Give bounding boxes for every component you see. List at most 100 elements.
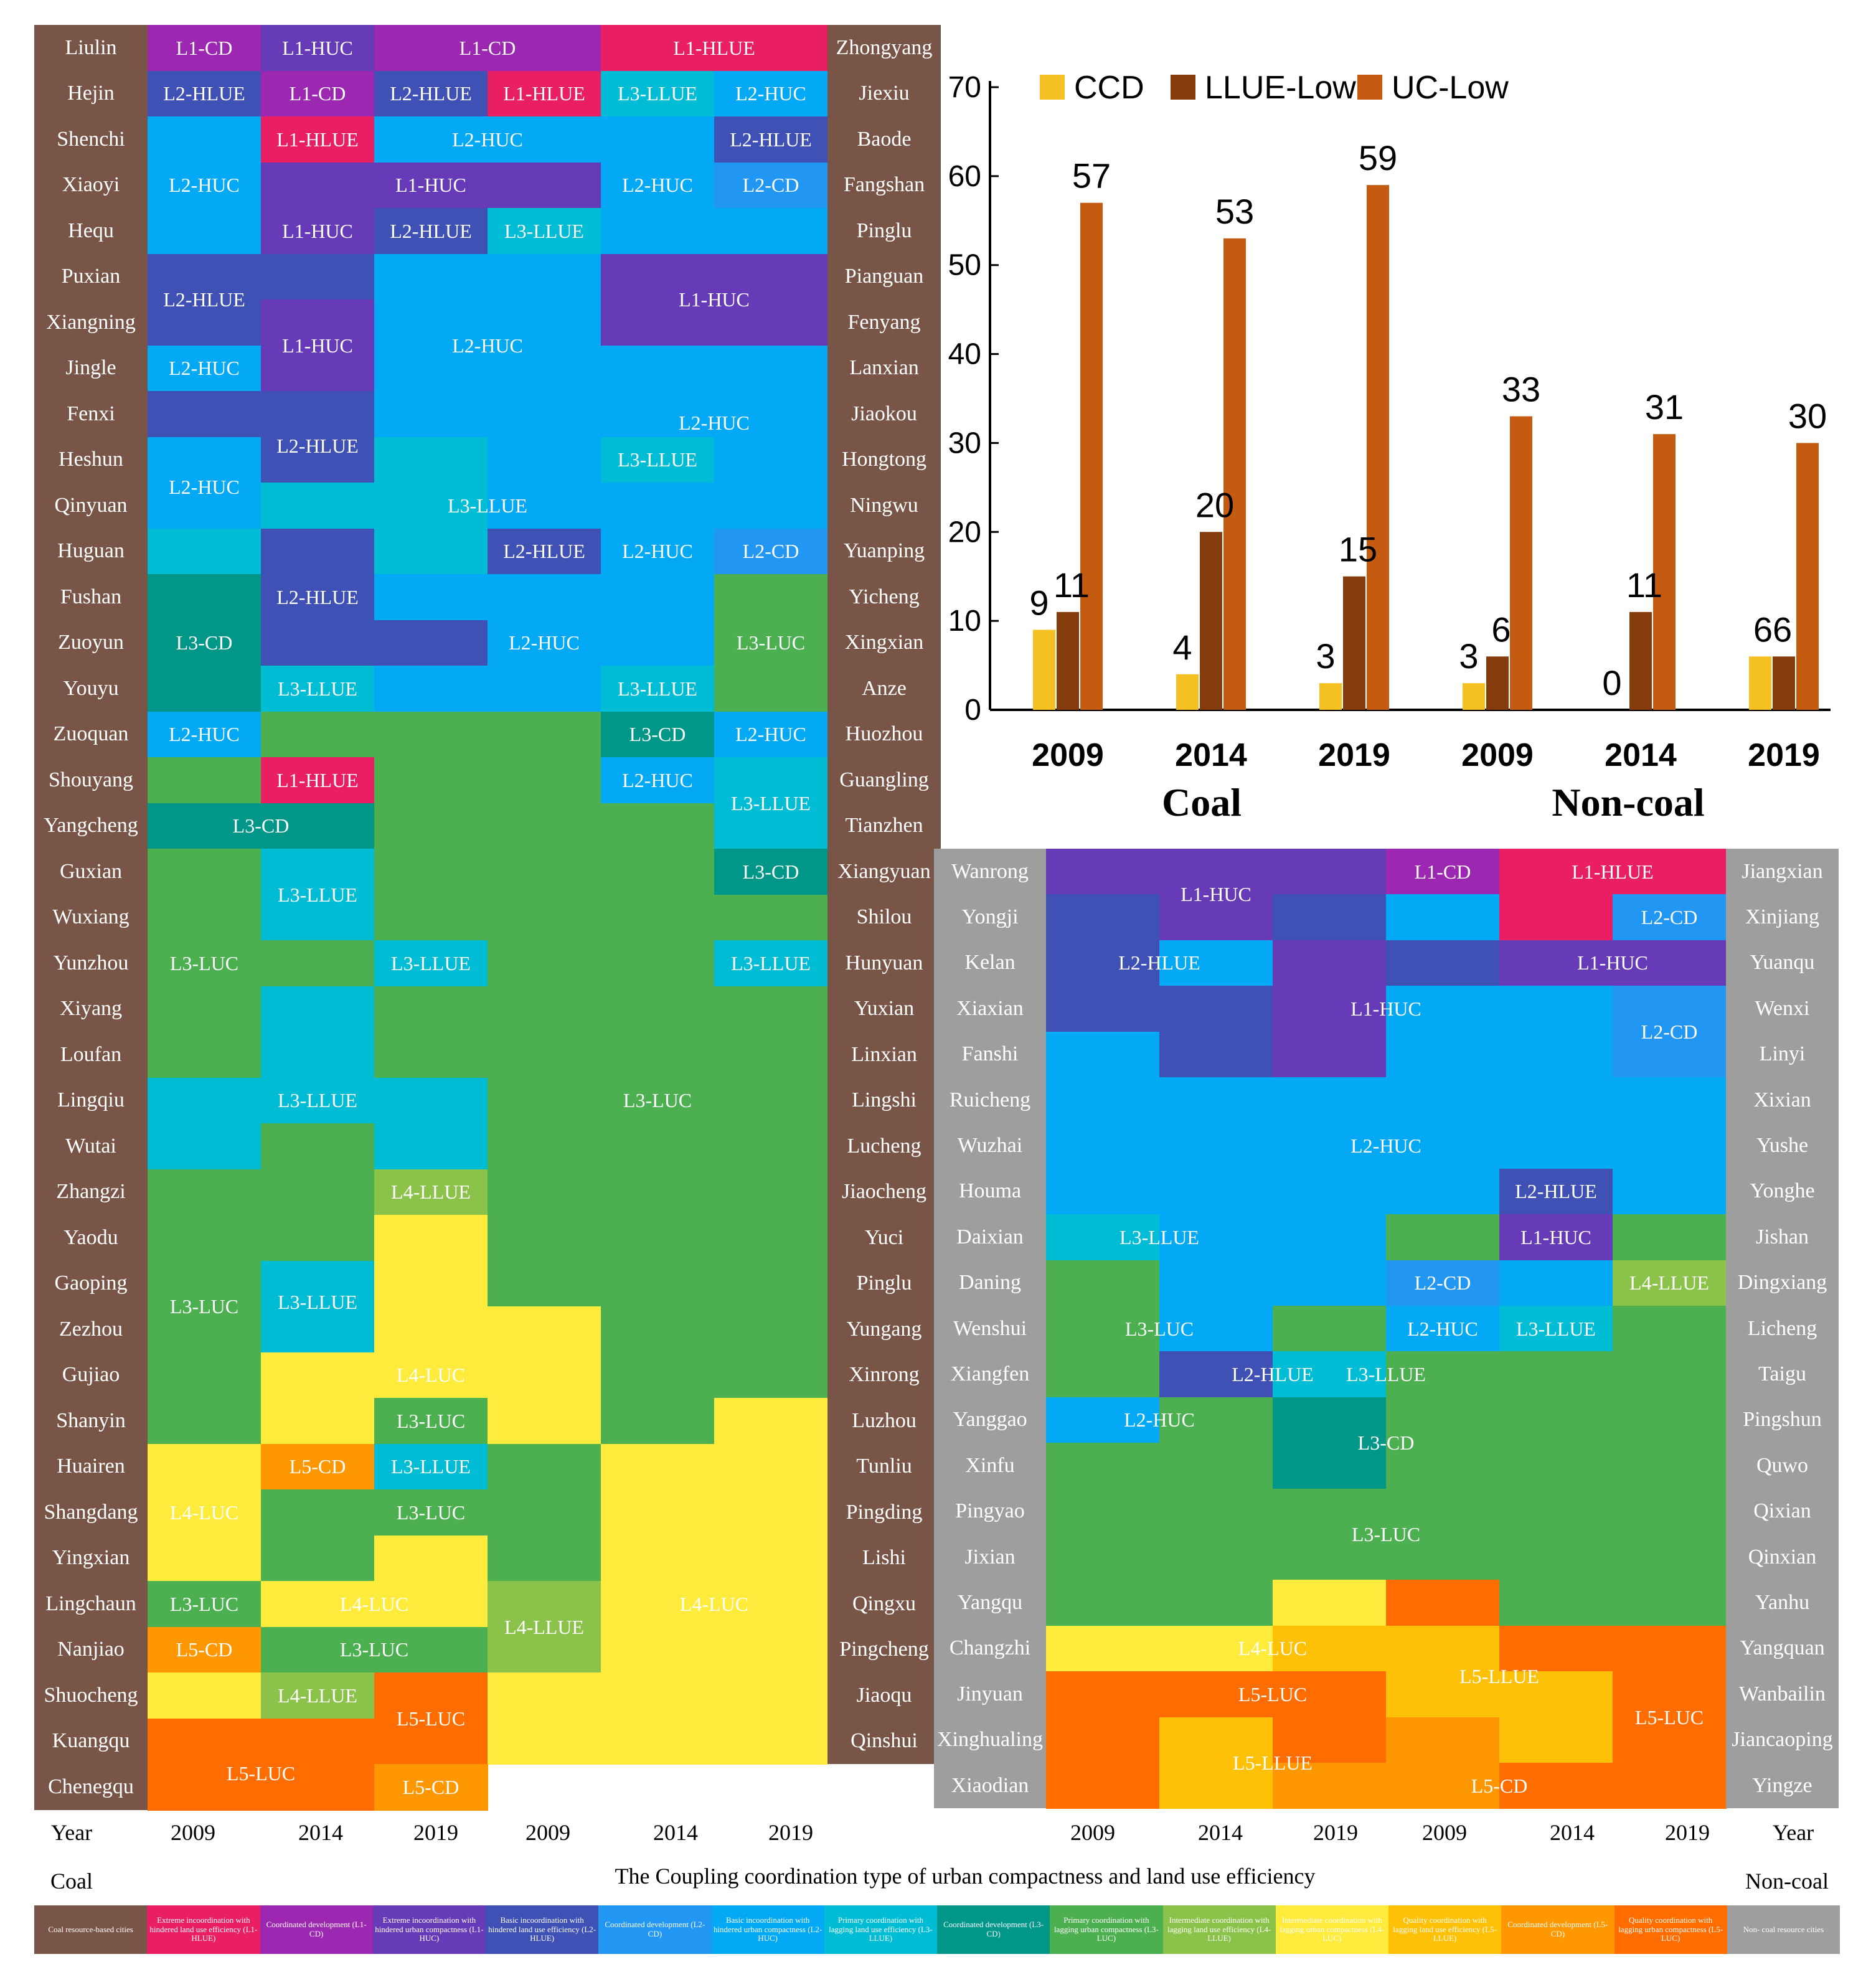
coal-left-city-label: Hequ [68, 219, 114, 242]
coal-grid-cell [601, 1443, 715, 1490]
coal-right-city-label: Tunliu [856, 1455, 912, 1478]
coal-grid-cell [374, 803, 488, 849]
noncoal-grid-cell [1273, 1580, 1387, 1626]
coal-grid-cell [148, 1672, 262, 1719]
coal-grid-cell [601, 528, 715, 575]
coal-right-city-label: Jiaoqu [856, 1683, 912, 1707]
coal-grid-cell [601, 162, 715, 209]
coal-type-label: L2-HLUE [390, 82, 472, 105]
noncoal-grid-cell [1613, 1260, 1727, 1306]
coal-grid-cell [488, 1169, 601, 1215]
coal-type-label: L4-LUC [679, 1592, 749, 1615]
coal-right-city-label: Yungang [846, 1317, 922, 1341]
noncoal-type-label: L2-HLUE [1232, 1363, 1314, 1386]
noncoal-left-city-label: Wenshui [953, 1316, 1027, 1340]
coal-grid-cell [601, 1672, 715, 1719]
noncoal-grid-cell [1499, 1763, 1613, 1809]
coal-type-label: L3-LUC [396, 1409, 466, 1432]
noncoal-right-city-label: Qixian [1753, 1499, 1811, 1523]
legend-label: UC-Low [1392, 70, 1509, 106]
noncoal-type-label: L1-CD [1414, 860, 1471, 883]
coal-grid-cell [714, 1260, 828, 1307]
noncoal-right-city-label: Jishan [1756, 1225, 1809, 1248]
coal-grid-cell [488, 940, 601, 987]
noncoal-grid-cell [1273, 1717, 1387, 1763]
coal-grid-cell [261, 70, 375, 117]
noncoal-right-city-label: Yanhu [1755, 1591, 1810, 1615]
x-tick-label: 2019 [1748, 737, 1820, 773]
coal-right-city-label: Jiaocheng [842, 1180, 926, 1204]
coal-grid-cell [374, 1352, 488, 1399]
noncoal-grid-cell [1046, 1031, 1160, 1078]
noncoal-left-city-label: Yanggao [953, 1408, 1027, 1432]
noncoal-grid-cell [1386, 1031, 1500, 1078]
coal-grid-cell [488, 1672, 601, 1719]
coal-grid-cell [488, 986, 601, 1032]
coal-right-city-label: Pinglu [856, 1271, 912, 1295]
coal-grid-cell [714, 940, 828, 987]
coal-grid-cell [714, 436, 828, 483]
bar-llue-low [1200, 532, 1222, 710]
noncoal-grid-cell [1613, 1077, 1727, 1124]
legend-item-l1-cd: Coordinated development (L1-CD) [260, 1905, 373, 1954]
noncoal-left-city-column [934, 849, 1046, 1809]
x-tick-label: 2009 [1461, 737, 1534, 773]
coal-type-label: L3-LLUE [618, 677, 697, 700]
coal-grid-cell [714, 1398, 828, 1445]
data-label: 3 [1459, 636, 1478, 676]
coal-grid-cell [601, 711, 715, 758]
group-label: Coal [1162, 780, 1242, 824]
data-label: 30 [1788, 396, 1827, 435]
noncoal-type-label: L2-CD [1414, 1271, 1471, 1295]
coal-grid-cell [148, 1764, 262, 1811]
coal-grid-cell [261, 666, 375, 712]
coal-axis-label: Coal [50, 1869, 93, 1894]
noncoal-type-label: L1-HUC [1520, 1225, 1591, 1248]
noncoal-grid-cell [1046, 1580, 1160, 1626]
noncoal-left-city-label: Fanshi [961, 1042, 1019, 1066]
noncoal-grid-cell [1386, 1077, 1500, 1124]
coal-grid-cell [374, 1032, 488, 1078]
coal-right-city-label: Fenyang [847, 310, 921, 334]
noncoal-grid-cell [1613, 1214, 1727, 1261]
coal-grid-cell [261, 1260, 375, 1307]
coal-type-label: L1-HUC [282, 36, 353, 59]
coal-grid-cell [148, 1352, 262, 1399]
coal-right-city-label: Yuanping [843, 539, 925, 563]
noncoal-type-label: L5-LLUE [1459, 1664, 1539, 1687]
coal-grid-cell [488, 1489, 601, 1536]
coal-grid-cell [261, 528, 375, 575]
coal-type-label: L1-CD [176, 36, 233, 59]
coal-grid-cell [714, 25, 828, 72]
coal-type-label: L4-LLUE [504, 1615, 584, 1638]
coal-type-label: L4-LUC [396, 1364, 466, 1387]
coal-left-city-label: Qinyuan [54, 493, 128, 517]
noncoal-grid-cell [1273, 1214, 1387, 1261]
coal-grid-cell [714, 1169, 828, 1215]
coal-type-label: L2-HUC [452, 128, 523, 151]
noncoal-grid-cell [1386, 1671, 1500, 1718]
bar-ccd [1176, 674, 1199, 710]
noncoal-axis-label: Non-coal [1745, 1869, 1829, 1894]
noncoal-type-label: L5-CD [1471, 1774, 1528, 1797]
coal-grid-cell [261, 1764, 375, 1811]
coal-type-label: L1-HLUE [503, 82, 585, 105]
noncoal-type-label: L5-LUC [1238, 1682, 1308, 1705]
coal-left-city-label: Nanjiao [57, 1638, 125, 1661]
data-label: 9 [1029, 583, 1049, 622]
noncoal-grid-cell [1159, 1625, 1273, 1672]
coal-left-city-label: Liulin [65, 35, 117, 59]
coal-type-label: L2-CD [742, 540, 799, 563]
coal-left-city-label: Heshun [59, 448, 123, 471]
coal-grid-cell [374, 25, 488, 72]
coal-type-label: L2-HLUE [503, 540, 585, 563]
coal-grid-cell [148, 208, 262, 255]
coal-left-city-label: Chenegqu [48, 1775, 134, 1798]
coal-type-label: L5-LUC [396, 1707, 466, 1730]
legend-label: LLUE-Low [1205, 70, 1356, 106]
coal-grid-cell [714, 528, 828, 575]
bar-uc-low [1367, 185, 1389, 710]
noncoal-grid-cell [1499, 1534, 1613, 1581]
legend-swatch-ccd [1040, 75, 1065, 100]
coal-grid-cell [488, 803, 601, 849]
